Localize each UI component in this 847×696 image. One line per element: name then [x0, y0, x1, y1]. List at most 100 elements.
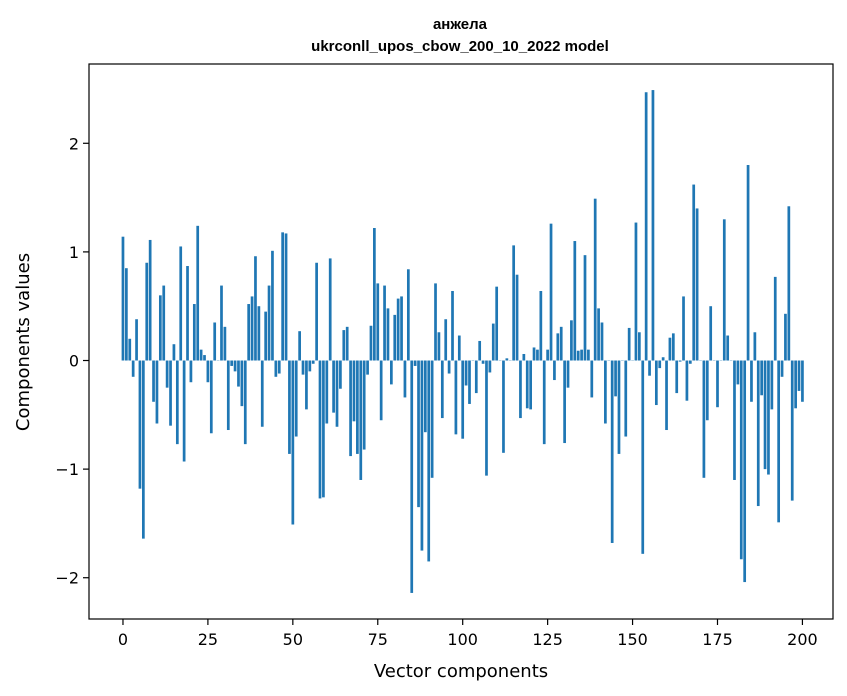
bar [726, 335, 730, 361]
bar [444, 319, 448, 361]
bar [403, 360, 407, 398]
bar [457, 335, 461, 361]
bar [356, 360, 359, 454]
bar [199, 349, 203, 361]
bar [423, 360, 427, 433]
bar [654, 360, 658, 406]
bar [536, 349, 539, 361]
bar [311, 360, 315, 364]
bar [580, 349, 583, 361]
bar [549, 223, 553, 361]
bar [362, 360, 366, 450]
bar [406, 269, 410, 361]
x-ticks: 0 25 50 75 100 125 150 175 200 [118, 619, 818, 649]
bar [593, 198, 597, 361]
bar [566, 360, 570, 388]
bar [213, 322, 217, 361]
bar [661, 357, 665, 361]
bar [695, 208, 699, 361]
bar [250, 296, 254, 361]
bar [209, 360, 213, 434]
bar [396, 298, 400, 361]
bar [359, 360, 363, 480]
bar [308, 360, 312, 372]
bar [281, 232, 285, 361]
bar [339, 360, 342, 389]
bar [682, 296, 685, 361]
bar [277, 360, 281, 374]
bar [179, 246, 183, 361]
bar [121, 236, 125, 361]
bar [169, 360, 172, 426]
bar [491, 323, 495, 361]
chart-title-line1: анжела [433, 16, 488, 33]
bar [284, 233, 288, 361]
bar [410, 360, 414, 593]
x-tick-label: 125 [532, 630, 563, 649]
bar [413, 360, 417, 366]
bar [525, 360, 529, 409]
bar [223, 326, 227, 361]
bar [539, 290, 543, 361]
bar [138, 360, 142, 489]
bar [464, 360, 468, 386]
bar [434, 283, 437, 361]
bar [532, 347, 536, 361]
x-tick-label: 75 [368, 630, 388, 649]
bar [352, 360, 356, 422]
bar [570, 320, 573, 361]
bar [172, 344, 176, 361]
y-tick-label: 1 [69, 243, 79, 262]
bar [420, 360, 424, 551]
plot-frame [88, 63, 834, 620]
bar [794, 360, 797, 409]
bar [437, 332, 441, 361]
bar [637, 332, 641, 361]
bar [770, 360, 774, 410]
bar [485, 360, 488, 476]
bar [322, 360, 325, 498]
y-tick-label: 2 [69, 134, 79, 153]
bar [389, 360, 393, 385]
bar [743, 360, 747, 583]
bar [705, 360, 709, 421]
bar [230, 360, 234, 366]
bar [264, 311, 268, 361]
bar [773, 276, 777, 361]
bar [369, 325, 373, 361]
x-tick-label: 0 [118, 630, 128, 649]
bar [260, 360, 264, 427]
bar [400, 296, 403, 361]
bar [624, 360, 628, 437]
bar [203, 355, 206, 361]
bar [478, 340, 482, 361]
y-tick-label: −2 [55, 569, 79, 588]
bar [237, 360, 240, 387]
bar [559, 326, 563, 361]
bar [736, 360, 740, 385]
bar [651, 90, 655, 361]
x-axis-label: Vector components [374, 661, 548, 682]
bar [716, 360, 719, 408]
bar [131, 360, 135, 377]
bar [373, 228, 376, 361]
bar [315, 262, 318, 361]
bar [627, 327, 631, 361]
bar [274, 360, 278, 377]
bar [784, 313, 787, 361]
bar [760, 360, 764, 396]
bar [767, 360, 770, 475]
bar [175, 360, 179, 445]
bar [529, 360, 533, 410]
bar [318, 360, 322, 499]
bar [125, 268, 128, 361]
bar [158, 295, 162, 361]
bar [152, 360, 155, 402]
bar [522, 353, 526, 361]
bar [342, 330, 346, 361]
bar [128, 338, 132, 361]
bar [722, 219, 726, 361]
bar [709, 306, 713, 361]
bar [753, 332, 757, 361]
bar [305, 360, 308, 410]
